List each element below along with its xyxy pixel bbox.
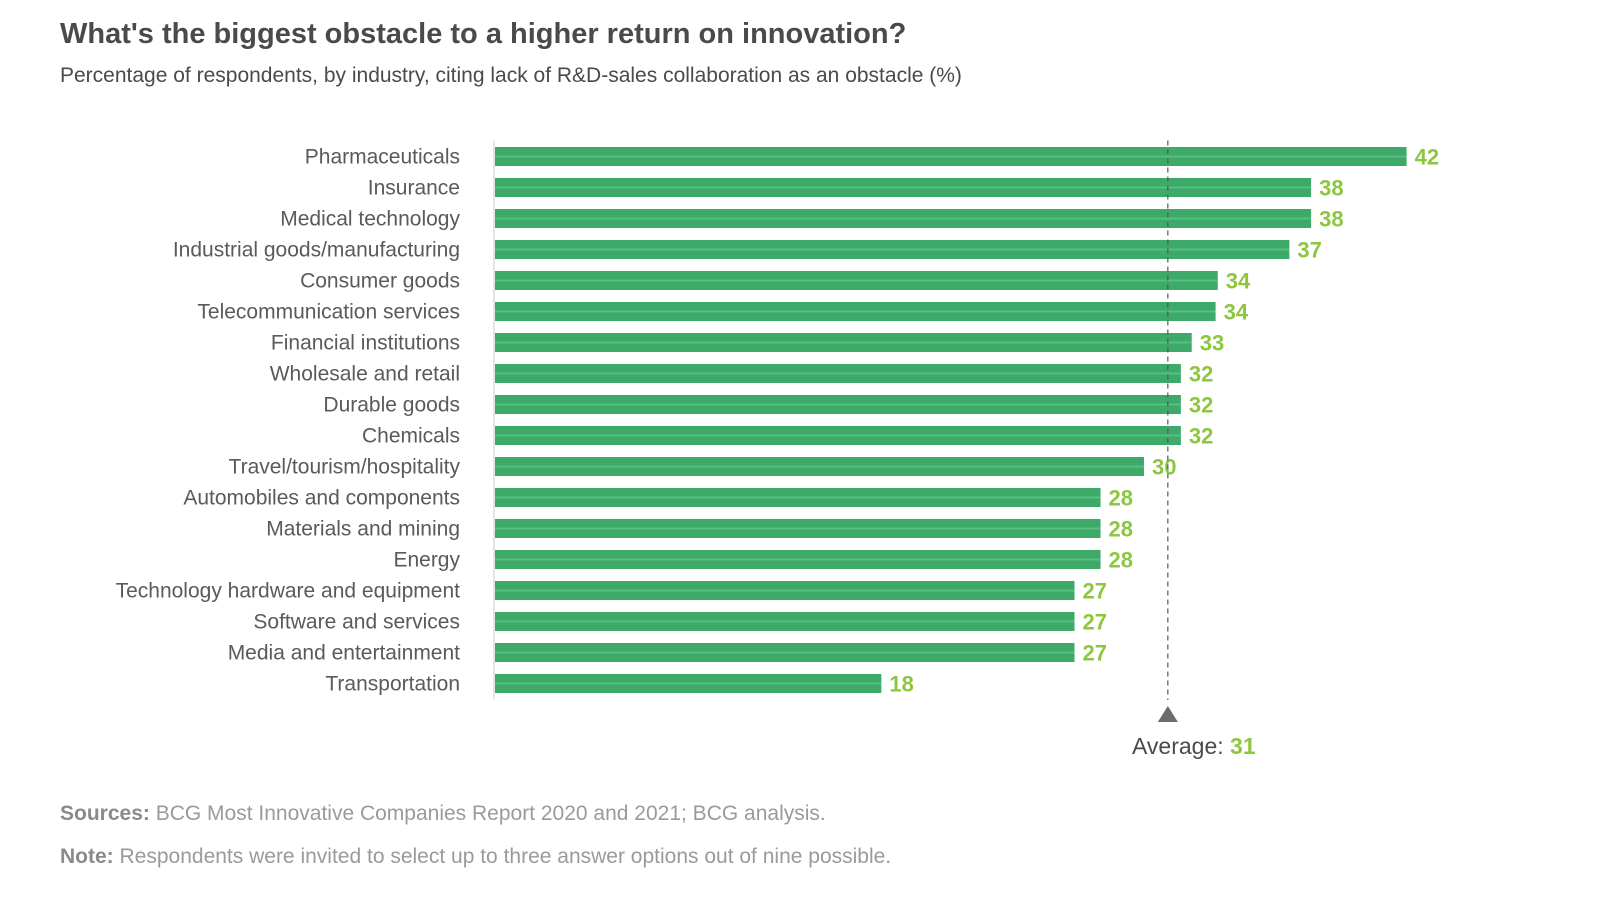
value-label: 34 <box>1226 269 1251 294</box>
category-label: Wholesale and retail <box>270 363 460 386</box>
category-label: Energy <box>393 549 460 572</box>
category-label: Consumer goods <box>300 270 460 293</box>
average-label-text: Average: <box>1132 733 1224 759</box>
bar-highlight <box>495 155 1407 158</box>
value-label: 32 <box>1189 424 1213 449</box>
average-label: Average: 31 <box>1132 733 1256 760</box>
value-label: 32 <box>1189 393 1213 418</box>
chart-title: What's the biggest obstacle to a higher … <box>60 18 907 50</box>
bar-highlight <box>495 434 1181 437</box>
bar-highlight <box>495 279 1218 282</box>
bar-highlight <box>495 248 1290 251</box>
value-label: 28 <box>1109 517 1133 542</box>
bar-highlight <box>495 372 1181 375</box>
category-label: Insurance <box>368 177 460 200</box>
bar-highlight <box>495 651 1075 654</box>
note-text: Respondents were invited to select up to… <box>113 845 892 868</box>
category-label: Media and entertainment <box>228 642 460 665</box>
value-label: 27 <box>1083 610 1107 635</box>
category-label: Medical technology <box>280 208 460 231</box>
value-label: 42 <box>1415 145 1439 170</box>
value-label: 18 <box>889 672 913 697</box>
value-label: 32 <box>1189 362 1213 387</box>
bar-highlight <box>495 682 882 685</box>
bar-highlight <box>495 403 1181 406</box>
category-label: Automobiles and components <box>183 487 460 510</box>
bar-highlight <box>495 217 1312 220</box>
bar-highlight <box>495 589 1075 592</box>
category-label: Telecommunication services <box>197 301 460 324</box>
value-label: 28 <box>1109 486 1133 511</box>
category-label: Software and services <box>253 611 460 634</box>
average-marker-icon <box>1157 706 1178 722</box>
bar-highlight <box>495 310 1216 313</box>
bar-highlight <box>495 496 1101 499</box>
category-label: Chemicals <box>362 425 460 448</box>
sources-footnote: Sources: BCG Most Innovative Companies R… <box>60 802 826 826</box>
sources-text: BCG Most Innovative Companies Report 202… <box>149 802 826 825</box>
note-footnote: Note: Respondents were invited to select… <box>60 845 891 869</box>
category-label: Durable goods <box>323 394 460 417</box>
bar-highlight <box>495 186 1312 189</box>
bars-layer: Pharmaceuticals 42 Insurance 38 Medical tech… <box>116 145 1439 697</box>
value-label: 27 <box>1083 579 1107 604</box>
bar-highlight <box>495 558 1101 561</box>
bar-highlight <box>495 620 1075 623</box>
category-label: Technology hardware and equipment <box>116 580 461 603</box>
category-label: Pharmaceuticals <box>305 146 460 169</box>
bar-highlight <box>495 341 1192 344</box>
value-label: 33 <box>1200 331 1224 356</box>
value-label: 37 <box>1297 238 1321 263</box>
bar-highlight <box>495 527 1101 530</box>
value-label: 38 <box>1319 207 1343 232</box>
value-label: 28 <box>1109 548 1133 573</box>
value-label: 34 <box>1224 300 1249 325</box>
value-label: 27 <box>1083 641 1107 666</box>
category-label: Industrial goods/manufacturing <box>173 239 460 262</box>
bar-highlight <box>495 465 1144 468</box>
value-label: 38 <box>1319 176 1343 201</box>
value-label: 30 <box>1152 455 1176 480</box>
average-value: 31 <box>1230 733 1256 759</box>
category-label: Materials and mining <box>266 518 460 541</box>
category-label: Financial institutions <box>271 332 460 355</box>
category-label: Transportation <box>325 673 460 696</box>
category-label: Travel/tourism/hospitality <box>229 456 461 479</box>
note-label: Note: <box>60 845 114 868</box>
sources-label: Sources: <box>60 802 150 825</box>
chart-subtitle: Percentage of respondents, by industry, … <box>60 64 962 87</box>
